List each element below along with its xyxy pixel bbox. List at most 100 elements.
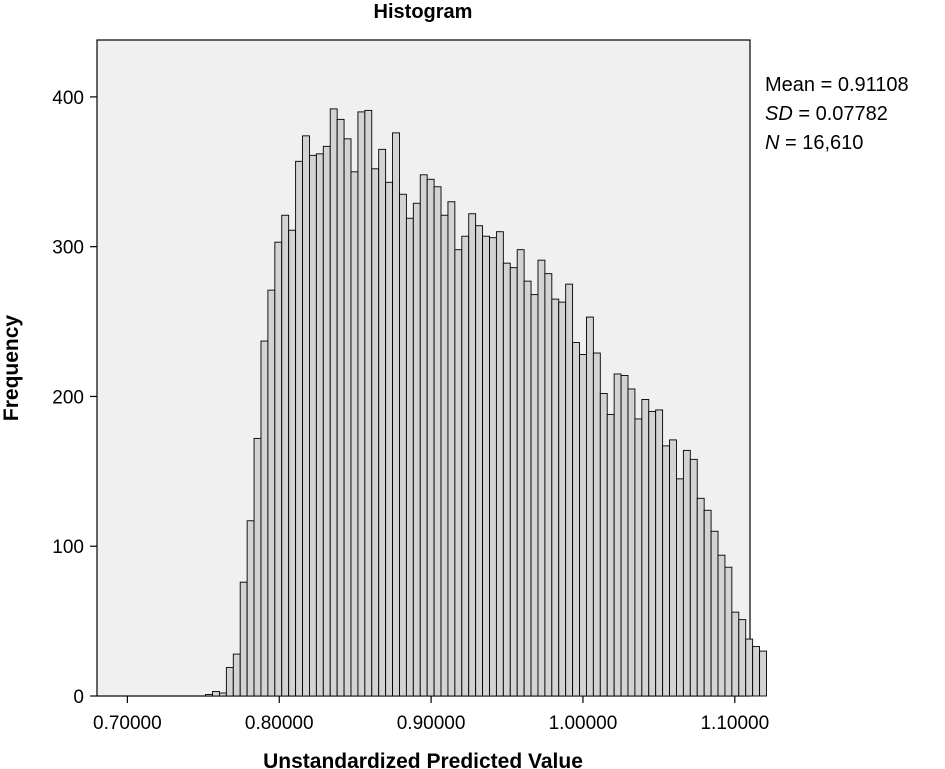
sd-value: = 0.07782	[798, 103, 888, 125]
histogram-bar	[509, 267, 518, 697]
histogram-bar	[572, 342, 580, 697]
histogram-bar	[350, 171, 359, 697]
histogram-bar	[433, 186, 442, 697]
histogram-bar	[634, 418, 643, 697]
histogram-bar	[627, 388, 636, 697]
mean-label: Mean	[765, 74, 816, 96]
histogram-bar	[676, 478, 684, 697]
histogram-bar	[738, 619, 747, 697]
histogram-bar	[703, 509, 712, 697]
histogram-bar	[288, 229, 297, 697]
histogram-bar	[218, 692, 227, 697]
histogram-bar	[371, 168, 380, 697]
histogram-bar	[267, 289, 276, 697]
x-tick-label: 0.90000	[397, 713, 466, 734]
histogram-bar	[232, 653, 241, 697]
histogram-bar	[530, 294, 539, 697]
histogram-bar	[385, 181, 394, 697]
n-stat: N = 16,610	[765, 129, 909, 158]
y-tick-label: 300	[52, 238, 84, 259]
histogram-bar	[246, 520, 255, 697]
histogram-bar	[322, 145, 331, 697]
x-axis: 0.70000 0.80000 0.90000 1.00000 1.10000	[93, 696, 769, 734]
histogram-bar	[586, 316, 594, 697]
histogram-bar	[551, 298, 560, 697]
histogram-bar	[502, 262, 511, 697]
histogram-bar	[579, 354, 587, 697]
histogram-bar	[620, 375, 629, 697]
histogram-bar	[599, 393, 608, 697]
histogram-bar	[225, 667, 234, 697]
histogram-bar	[565, 283, 574, 697]
histogram-bar	[475, 225, 484, 697]
histogram-bar	[759, 650, 767, 697]
histogram-bar	[309, 154, 317, 697]
histogram-bar	[205, 694, 213, 697]
histogram-bar	[357, 111, 366, 697]
histogram-bar	[489, 237, 497, 697]
histogram-bar	[260, 340, 269, 697]
histogram-bar	[392, 132, 400, 697]
histogram-bar	[454, 249, 463, 697]
x-tick-label: 1.00000	[549, 713, 618, 734]
histogram-bar	[274, 241, 283, 697]
histogram-bar	[516, 249, 525, 697]
y-tick-label: 100	[52, 537, 84, 558]
histogram-bar	[655, 409, 664, 697]
histogram-bar	[731, 611, 740, 697]
histogram-bar	[405, 217, 414, 697]
stats-box: Mean = 0.91108 SD = 0.07782 N = 16,610	[765, 71, 909, 158]
histogram-bar	[343, 138, 352, 697]
histogram-bar	[537, 259, 546, 697]
histogram-bar	[606, 413, 615, 697]
histogram-bar	[717, 554, 726, 697]
histogram-bar	[447, 201, 456, 697]
y-axis: 0 100 200 300 400	[52, 88, 97, 708]
histogram-bar	[302, 135, 310, 697]
n-label: N	[765, 132, 780, 154]
y-axis-label: Frequency	[0, 315, 23, 422]
histogram-bar	[315, 153, 324, 697]
histogram-bar	[440, 214, 449, 697]
histogram-bar	[641, 399, 650, 697]
histogram-bar	[662, 445, 670, 697]
histogram-bar	[752, 646, 761, 697]
histogram-bar	[378, 148, 387, 697]
y-tick-label: 200	[52, 387, 84, 408]
sd-stat: SD = 0.07782	[765, 100, 909, 129]
histogram-bar	[461, 235, 470, 697]
histogram-bar	[419, 174, 428, 697]
y-tick-label: 400	[52, 88, 84, 109]
x-tick-label: 0.70000	[93, 713, 162, 734]
histogram-bar	[682, 449, 691, 697]
histogram-bar	[724, 566, 733, 697]
y-tick-label: 0	[73, 687, 84, 708]
histogram-bar	[239, 581, 248, 697]
sd-label: SD	[765, 103, 793, 125]
histogram-bar	[399, 193, 407, 697]
mean-value: = 0.91108	[820, 74, 909, 96]
histogram-bar	[364, 109, 373, 697]
histogram-bar	[669, 439, 677, 697]
histogram-bar	[689, 458, 698, 697]
histogram-bar	[523, 280, 532, 697]
histogram-bar	[696, 497, 705, 697]
histogram-bars	[205, 108, 767, 697]
histogram-bar	[482, 235, 490, 697]
histogram-bar	[544, 273, 553, 697]
histogram-bar	[212, 691, 220, 697]
histogram-bar	[648, 410, 657, 697]
histogram-bar	[592, 352, 601, 697]
histogram-bar	[253, 437, 262, 697]
x-tick-label: 1.10000	[700, 713, 769, 734]
histogram-bar	[329, 108, 338, 697]
histogram-bar	[745, 638, 754, 697]
mean-stat: Mean = 0.91108	[765, 71, 909, 100]
histogram-bar	[336, 118, 345, 697]
chart-title: Histogram	[374, 1, 473, 23]
histogram-bar	[710, 530, 719, 697]
histogram-bar	[281, 214, 290, 697]
histogram-bar	[495, 231, 504, 697]
x-axis-label: Unstandardized Predicted Value	[263, 750, 583, 769]
